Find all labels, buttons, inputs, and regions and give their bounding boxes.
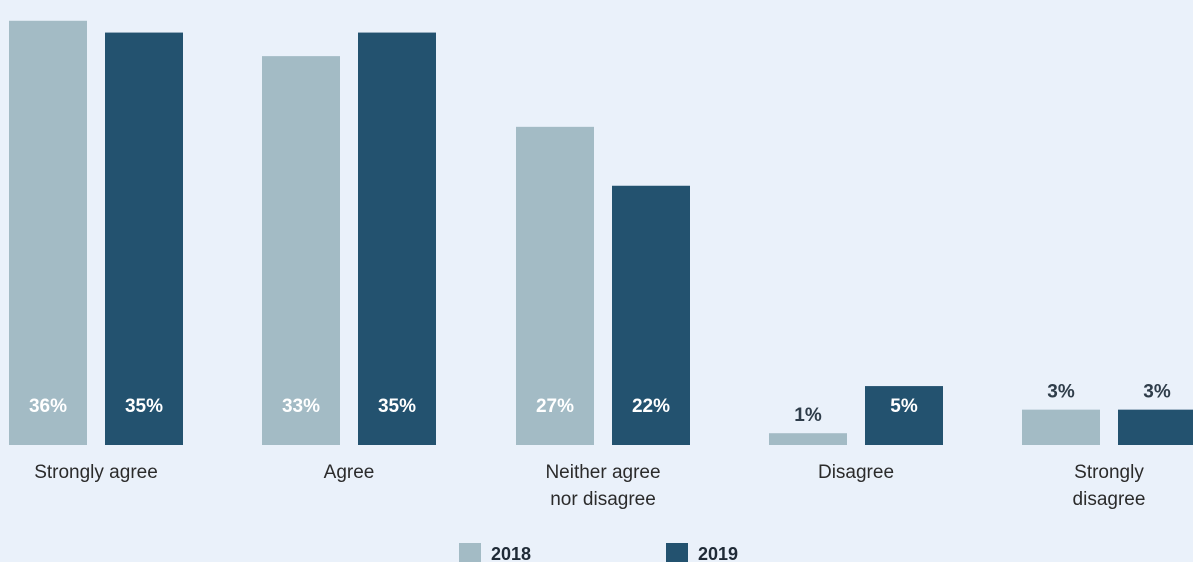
bar-2018-neither-agree-nor-disagree	[516, 126, 594, 446]
category-label-agree: Agree	[324, 462, 375, 483]
category-label-line: disagree	[1073, 489, 1146, 510]
category-labels-layer: Strongly agree Agree Neither agree nor disa…	[34, 462, 1145, 510]
bar-2018-agree	[262, 56, 340, 446]
legend: 2018 2019	[459, 543, 738, 562]
bar-2019-agree	[358, 32, 436, 445]
category-label-line: Disagree	[818, 462, 894, 483]
category-label-strongly-agree: Strongly agree	[34, 462, 158, 483]
category-label-neither-agree-nor-disagree: Neither agree nor disagree	[545, 462, 660, 510]
bar-2019-strongly-disagree	[1118, 409, 1193, 445]
bar-2018-strongly-disagree	[1022, 409, 1100, 445]
category-label-line: Strongly	[1074, 462, 1144, 483]
value-label-2018-agree: 33%	[282, 396, 320, 417]
value-label-2018-strongly-agree: 36%	[29, 396, 67, 417]
category-label-line: Neither agree	[545, 462, 660, 483]
category-label-disagree: Disagree	[818, 462, 894, 483]
bars-layer	[9, 20, 1193, 446]
value-label-2019-disagree: 5%	[890, 396, 918, 417]
category-label-line: Strongly agree	[34, 462, 158, 483]
value-label-2018-disagree: 1%	[794, 405, 822, 426]
value-label-2019-strongly-agree: 35%	[125, 396, 163, 417]
bar-2019-disagree	[865, 386, 943, 445]
bar-2019-strongly-agree	[105, 32, 183, 445]
category-label-strongly-disagree: Strongly disagree	[1073, 462, 1146, 510]
legend-swatch-2018	[459, 543, 481, 562]
bar-2019-neither-agree-nor-disagree	[612, 185, 690, 445]
legend-label-2018: 2018	[491, 544, 531, 562]
bar-2018-disagree	[769, 433, 847, 445]
category-label-line: Agree	[324, 462, 375, 483]
value-label-2018-neither-agree-nor-disagree: 27%	[536, 396, 574, 417]
category-label-line: nor disagree	[550, 489, 656, 510]
legend-swatch-2019	[666, 543, 688, 562]
value-labels-layer: 36% 35% 33% 35% 27% 22% 1% 5% 3% 3%	[29, 382, 1171, 427]
legend-label-2019: 2019	[698, 544, 738, 562]
value-label-2019-neither-agree-nor-disagree: 22%	[632, 396, 670, 417]
bar-2018-strongly-agree	[9, 20, 87, 445]
value-label-2018-strongly-disagree: 3%	[1047, 382, 1075, 403]
value-label-2019-strongly-disagree: 3%	[1143, 382, 1171, 403]
value-label-2019-agree: 35%	[378, 396, 416, 417]
